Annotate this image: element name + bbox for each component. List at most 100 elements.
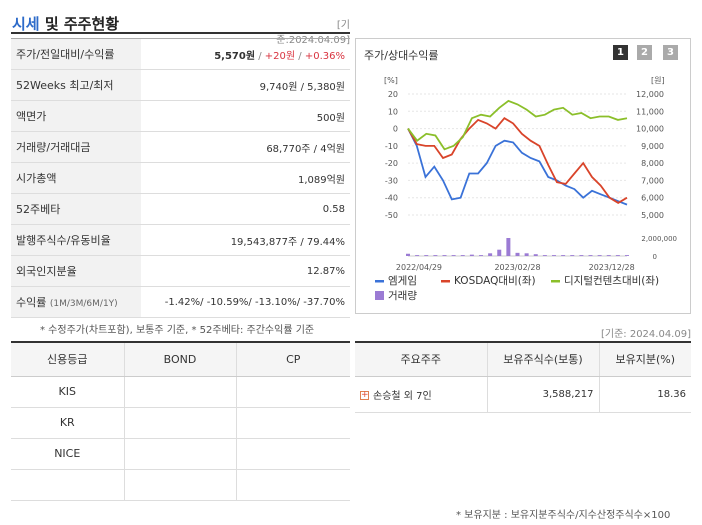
holders-reference-date: [기준: 2024.04.09] [600,329,691,340]
volume-bar [524,253,529,256]
volume-bar [570,255,575,256]
column-header: 신용등급 [11,343,125,377]
table-row [11,469,350,501]
right-tick-label: 11,000 [636,107,664,116]
volume-bar [451,255,456,256]
market-table: 주가/전일대비/수익률 5,570원 / +20원 / +0.36% 52Wee… [11,38,350,318]
holder-name[interactable]: 손승철 외 7인 [373,390,432,402]
credit-rating-table: 신용등급 BOND CP KIS KR NICE [11,343,350,501]
chart-page-1-button[interactable]: 1 [613,45,628,60]
volume-bar [515,252,520,256]
holder-shares: 3,588,217 [487,376,600,413]
volume-bar [460,255,465,256]
header-divider [11,32,350,34]
table-row: 거래량/거래대금 68,770주 / 4억원 [11,131,350,163]
table-header-row: 신용등급 BOND CP [11,343,350,377]
returns-value: -1.42%/ -10.59%/ -13.10%/ -37.70% [141,286,350,318]
price-chart: [%] [원] 20 12,000 10 11,000 0 10,000 -10 9,000 -20… [375,76,677,302]
volume-bar [506,238,511,256]
column-header: BOND [124,343,237,377]
left-tick-label: 10 [388,107,398,116]
volume-bar [579,255,584,256]
x-tick-label: 2022/04/29 [396,263,442,272]
column-header: 보유지분(%) [599,343,691,377]
volume-bar [406,253,410,256]
right-tick-label: 9,000 [641,142,664,151]
table-row: 수익률 (1M/3M/6M/1Y) -1.42%/ -10.59%/ -13.10… [11,286,350,318]
row-value: 68,770주 / 4억원 [141,131,350,163]
row-label: 52주베타 [11,193,141,225]
table-row: 발행주식수/유동비율 19,543,877주 / 79.44% [11,224,350,256]
row-label: 주가/전일대비/수익률 [11,38,141,70]
column-header: CP [236,343,350,377]
price-rate: +0.36% [304,50,345,62]
right-tick-label: 12,000 [636,90,664,99]
volume-bar [469,254,474,256]
legend-label: 디지털컨텐츠대비(좌) [564,275,659,287]
table-row: 주가/전일대비/수익률 5,570원 / +20원 / +0.36% [11,38,350,70]
volume-bar [479,255,483,256]
volume-bar [424,255,429,256]
volume-bar [561,255,566,256]
table-row: 52Weeks 최고/최저 9,740원 / 5,380원 [11,69,350,101]
volume-bar [552,255,556,256]
series-line [407,117,628,204]
series-line [407,99,628,151]
chart-title: 주가/상대수익률 [364,49,439,62]
legend-label: 거래량 [388,290,417,302]
left-tick-label: 0 [393,125,398,134]
market-note: * 수정주가(차트포함), 보통주 기준, * 52주베타: 주간수익률 기준 [40,325,315,336]
section-title: 시세 및 주주현황 [12,15,120,33]
row-label: 외국인지분율 [11,255,141,287]
holder-percent: 18.36 [599,376,691,413]
right-tick-label: 5,000 [641,211,664,220]
right-axis-unit: [원] [651,76,665,85]
table-row: 외국인지분율 12.87% [11,255,350,287]
volume-bar [542,255,547,256]
legend-label: 엠게임 [388,274,417,287]
volume-bar [442,255,447,256]
volume-bar [615,255,620,256]
left-tick-label: -10 [385,142,398,151]
row-label: 시가총액 [11,162,141,194]
agency-name [11,469,125,501]
left-tick-label: -40 [385,194,398,203]
row-label: 액면가 [11,100,141,132]
x-tick-label: 2023/12/28 [589,263,635,272]
price-value: 5,570원 [214,50,256,62]
left-tick-label: 20 [388,90,398,99]
table-row: 시가총액 1,089억원 [11,162,350,194]
left-axis-unit: [%] [384,76,398,85]
table-row: + 손승철 외 7인 3,588,217 18.36 [355,376,691,413]
agency-name: NICE [11,438,125,470]
agency-name: KIS [11,376,125,408]
table-row: NICE [11,438,350,470]
row-value: 9,740원 / 5,380원 [141,69,350,101]
volume-bar [625,255,629,256]
table-row: KR [11,407,350,439]
table-row: 액면가 500원 [11,100,350,132]
row-label: 52Weeks 최고/최저 [11,69,141,101]
column-header: 주요주주 [355,343,488,377]
expand-plus-icon[interactable]: + [360,390,369,400]
chart-page-2-button[interactable]: 2 [637,45,652,60]
holders-footnote: * 보유지분 : 보유지분주식수/지수산정주식수×100 [456,510,671,521]
left-tick-label: -30 [385,176,398,185]
chart-panel [355,38,691,314]
row-value: 0.58 [141,193,350,225]
row-value: 1,089억원 [141,162,350,194]
right-tick-label: 8,000 [641,159,664,168]
chart-page-3-button[interactable]: 3 [663,45,678,60]
legend-swatch [375,291,384,300]
price-change: +20원 [264,50,296,62]
x-tick-label: 2023/02/28 [494,263,540,272]
volume-bar [497,249,502,256]
volume-bar [533,254,538,256]
table-row: KIS [11,376,350,408]
major-holders-table: 주요주주 보유주식수(보통) 보유지분(%) + 손승철 외 7인 3,588,2… [355,343,691,515]
row-value: 12.87% [141,255,350,287]
volume-bar [488,253,493,256]
volume-bar [597,255,602,256]
legend-label: KOSDAQ대비(좌) [454,275,536,287]
table-header-row: 주요주주 보유주식수(보통) 보유지분(%) [355,343,691,377]
